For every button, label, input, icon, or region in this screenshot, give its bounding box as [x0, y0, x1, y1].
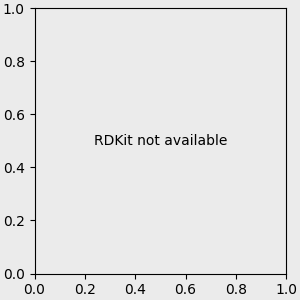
Text: RDKit not available: RDKit not available: [94, 134, 227, 148]
